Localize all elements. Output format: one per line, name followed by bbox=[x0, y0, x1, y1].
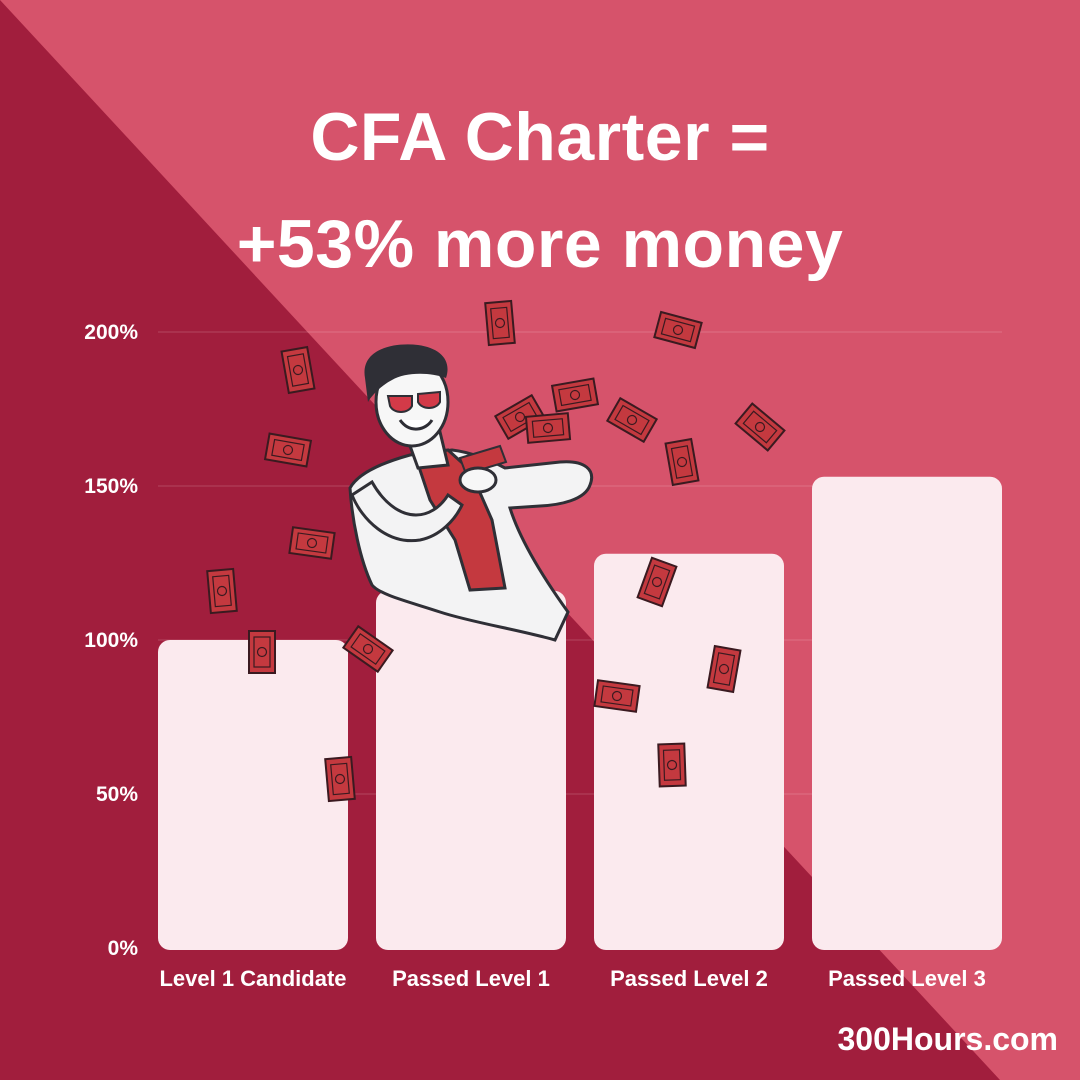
bar bbox=[158, 640, 348, 950]
hair bbox=[364, 344, 448, 402]
bill-seal bbox=[666, 759, 678, 771]
money-bill bbox=[206, 567, 238, 615]
sunglasses bbox=[386, 390, 441, 413]
bill-border bbox=[253, 636, 271, 668]
money-bill bbox=[280, 345, 316, 395]
bill-seal bbox=[362, 643, 374, 655]
money-bill bbox=[593, 679, 641, 713]
bill-seal bbox=[494, 317, 506, 329]
money-bill bbox=[657, 742, 687, 788]
bill-border bbox=[662, 749, 682, 781]
hand bbox=[458, 466, 498, 494]
bill-seal bbox=[542, 422, 554, 434]
bill-border bbox=[558, 383, 592, 407]
x-category-label: Passed Level 2 bbox=[610, 966, 768, 991]
money-bill bbox=[550, 377, 600, 413]
x-axis-labels: Level 1 Candidate Passed Level 1 Passed Le… bbox=[159, 966, 985, 991]
x-category-label: Level 1 Candidate bbox=[159, 966, 346, 991]
money-bill bbox=[484, 299, 516, 347]
bill-body bbox=[653, 310, 703, 350]
y-tick-label: 200% bbox=[84, 321, 138, 344]
bill-border bbox=[614, 404, 650, 436]
bill-border bbox=[330, 762, 350, 796]
bill-seal bbox=[569, 389, 581, 401]
bill-seal bbox=[676, 456, 688, 468]
bill-body bbox=[657, 742, 687, 788]
y-tick-label: 50% bbox=[96, 783, 138, 806]
bill-seal bbox=[306, 537, 318, 549]
bar bbox=[594, 553, 784, 950]
bill-body bbox=[664, 437, 700, 487]
bill-border bbox=[531, 418, 565, 438]
money-bill bbox=[248, 630, 276, 674]
bill-seal bbox=[292, 364, 304, 376]
bill-border bbox=[271, 438, 305, 462]
bill-border bbox=[670, 445, 694, 479]
bill-border bbox=[212, 574, 232, 608]
bars bbox=[158, 476, 1002, 950]
left-arm bbox=[350, 479, 464, 543]
bill-body bbox=[288, 526, 336, 560]
bill-border bbox=[742, 410, 778, 444]
bill-body bbox=[550, 377, 600, 413]
bill-border bbox=[502, 401, 538, 433]
y-tick-label: 150% bbox=[84, 475, 138, 498]
man-throwing-money-illustration bbox=[348, 344, 593, 642]
bill-border bbox=[712, 652, 736, 686]
money-bill bbox=[734, 402, 786, 452]
money-bill bbox=[664, 437, 700, 487]
money-bill bbox=[324, 755, 356, 803]
bill-seal bbox=[256, 646, 268, 658]
money-bill bbox=[706, 644, 742, 694]
x-category-label: Passed Level 3 bbox=[828, 966, 986, 991]
smile bbox=[398, 419, 434, 431]
bill-seal bbox=[672, 324, 684, 336]
money-bill bbox=[263, 432, 313, 468]
bill-body bbox=[280, 345, 316, 395]
bill-border bbox=[643, 564, 671, 600]
money-bill bbox=[524, 412, 572, 444]
y-tick-label: 100% bbox=[84, 629, 138, 652]
bill-seal bbox=[334, 773, 346, 785]
bill-seal bbox=[754, 421, 766, 433]
bill-body bbox=[248, 630, 276, 674]
bill-seal bbox=[611, 690, 623, 702]
bill-seal bbox=[718, 663, 730, 675]
bill-body bbox=[341, 624, 395, 674]
bar bbox=[376, 590, 566, 950]
title-line-1: CFA Charter = bbox=[310, 99, 770, 175]
money-bill bbox=[288, 526, 336, 560]
x-category-label: Passed Level 1 bbox=[392, 966, 550, 991]
bill-border bbox=[295, 532, 329, 554]
money-bill bbox=[341, 624, 395, 674]
bill-body bbox=[593, 679, 641, 713]
bill-seal bbox=[651, 576, 663, 588]
money-bill bbox=[605, 396, 659, 444]
bill-seal bbox=[626, 414, 638, 426]
bill-body bbox=[605, 396, 659, 444]
brand-watermark: 300Hours.com bbox=[837, 1021, 1058, 1057]
title-line-2: +53% more money bbox=[236, 206, 844, 282]
bill-border bbox=[286, 353, 310, 387]
y-tick-label: 0% bbox=[108, 937, 139, 960]
y-axis-ticks: 0% 50% 100% 150% 200% bbox=[84, 321, 138, 960]
bill-border bbox=[660, 317, 696, 343]
flying-bills bbox=[206, 299, 786, 803]
bill-seal bbox=[514, 411, 526, 423]
money-bill bbox=[653, 310, 703, 350]
bill-seal bbox=[216, 585, 228, 597]
bill-border bbox=[350, 633, 386, 665]
bar bbox=[812, 476, 1002, 950]
bill-border bbox=[490, 306, 510, 340]
bill-body bbox=[734, 402, 786, 452]
bill-body bbox=[706, 644, 742, 694]
bill-seal bbox=[282, 444, 294, 456]
cash-stack bbox=[458, 444, 508, 476]
bill-body bbox=[263, 432, 313, 468]
bill-border bbox=[600, 685, 634, 707]
money-bill bbox=[636, 556, 678, 608]
